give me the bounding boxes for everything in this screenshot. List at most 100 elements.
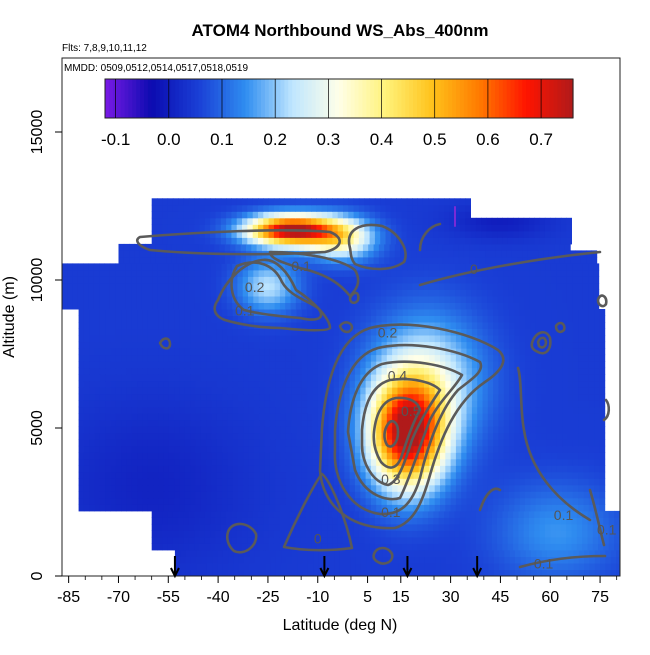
heatmap-cell bbox=[503, 504, 510, 512]
heatmap-cell bbox=[183, 543, 190, 551]
heatmap-cell bbox=[285, 263, 291, 271]
heatmap-cell bbox=[222, 491, 228, 499]
heatmap-cell bbox=[349, 296, 355, 303]
heatmap-cell bbox=[260, 550, 266, 557]
heatmap-cell bbox=[397, 426, 404, 434]
heatmap-cell bbox=[115, 276, 121, 284]
heatmap-cell bbox=[333, 426, 340, 434]
heatmap-cell bbox=[222, 413, 228, 421]
heatmap-cell bbox=[296, 341, 303, 349]
heatmap-cell bbox=[445, 491, 452, 499]
heatmap-cell bbox=[62, 289, 68, 297]
heatmap-cell bbox=[254, 432, 260, 440]
heatmap-cell bbox=[162, 523, 169, 531]
heatmap-cell bbox=[449, 269, 456, 277]
heatmap-cell bbox=[600, 556, 606, 564]
heatmap-cell bbox=[583, 465, 590, 473]
heatmap-cell bbox=[343, 263, 350, 271]
heatmap-cell bbox=[243, 452, 250, 460]
heatmap-cell bbox=[214, 256, 220, 264]
heatmap-cell bbox=[461, 465, 467, 473]
heatmap-cell bbox=[588, 484, 595, 492]
heatmap-cell bbox=[220, 510, 227, 518]
heatmap-cell bbox=[243, 335, 250, 343]
heatmap-cell bbox=[163, 387, 170, 395]
heatmap-cell bbox=[332, 523, 339, 531]
heatmap-cell bbox=[115, 393, 122, 401]
heatmap-cell bbox=[461, 556, 468, 564]
heatmap-cell bbox=[299, 243, 305, 251]
heatmap-cell bbox=[424, 367, 430, 375]
heatmap-cell bbox=[525, 341, 531, 349]
heatmap-cell bbox=[376, 393, 382, 401]
heatmap-cell bbox=[432, 250, 438, 258]
heatmap-cell bbox=[275, 361, 281, 369]
heatmap-cell bbox=[434, 335, 441, 343]
heatmap-cell bbox=[555, 237, 562, 245]
heatmap-cell bbox=[83, 393, 90, 401]
heatmap-cell bbox=[408, 563, 415, 570]
heatmap-cell bbox=[519, 296, 525, 303]
heatmap-cell bbox=[514, 374, 521, 382]
heatmap-cell bbox=[506, 256, 513, 264]
heatmap-cell bbox=[312, 380, 319, 388]
heatmap-cell bbox=[482, 452, 489, 460]
heatmap-cell bbox=[365, 406, 372, 414]
heatmap-cell bbox=[534, 510, 541, 518]
heatmap-cell bbox=[360, 354, 367, 362]
heatmap-cell bbox=[248, 465, 255, 473]
heatmap-cell bbox=[424, 439, 430, 447]
heatmap-cell bbox=[600, 563, 606, 570]
heatmap-cell bbox=[168, 387, 175, 395]
heatmap-cell bbox=[572, 322, 579, 329]
heatmap-cell bbox=[358, 523, 365, 531]
heatmap-cell bbox=[413, 315, 420, 323]
heatmap-cell bbox=[397, 504, 404, 512]
heatmap-cell bbox=[548, 250, 555, 258]
heatmap-cell bbox=[354, 504, 361, 512]
heatmap-cell bbox=[365, 374, 372, 382]
heatmap-cell bbox=[421, 243, 428, 251]
heatmap-cell bbox=[89, 309, 95, 316]
heatmap-cell bbox=[599, 439, 606, 447]
heatmap-cell bbox=[280, 309, 287, 316]
heatmap-cell bbox=[317, 484, 324, 492]
heatmap-cell bbox=[137, 309, 143, 316]
heatmap-cell bbox=[131, 504, 138, 512]
heatmap-cell bbox=[157, 269, 164, 277]
heatmap-cell bbox=[153, 393, 159, 401]
heatmap-cell bbox=[110, 458, 117, 466]
heatmap-cell bbox=[304, 256, 311, 264]
heatmap-cell bbox=[541, 478, 547, 486]
heatmap-cell bbox=[461, 439, 467, 447]
heatmap-cell bbox=[301, 361, 308, 369]
heatmap-cell bbox=[137, 504, 143, 512]
heatmap-cell bbox=[137, 445, 143, 453]
heatmap-cell bbox=[233, 563, 240, 570]
heatmap-cell bbox=[232, 387, 239, 395]
heatmap-cell bbox=[179, 504, 186, 512]
heatmap-cell bbox=[236, 517, 243, 525]
heatmap-cell bbox=[519, 341, 526, 349]
heatmap-cell bbox=[364, 517, 371, 525]
heatmap-cell bbox=[275, 497, 281, 505]
heatmap-cell bbox=[458, 250, 465, 258]
heatmap-cell bbox=[578, 426, 584, 434]
heatmap-cell bbox=[121, 322, 127, 329]
heatmap-cell bbox=[477, 354, 483, 362]
heatmap-cell bbox=[413, 348, 420, 356]
heatmap-cell bbox=[238, 322, 244, 329]
heatmap-cell bbox=[216, 406, 223, 414]
heatmap-cell bbox=[115, 452, 122, 460]
heatmap-cell bbox=[376, 400, 382, 408]
heatmap-cell bbox=[578, 406, 584, 414]
heatmap-cell bbox=[458, 243, 465, 251]
heatmap-cell bbox=[397, 439, 404, 447]
heatmap-cell bbox=[354, 335, 361, 343]
heatmap-cell bbox=[248, 426, 255, 434]
heatmap-cell bbox=[147, 491, 154, 499]
heatmap-cell bbox=[493, 380, 499, 388]
heatmap-cell bbox=[201, 563, 208, 570]
heatmap-cell bbox=[307, 452, 313, 460]
heatmap-cell bbox=[110, 400, 117, 408]
